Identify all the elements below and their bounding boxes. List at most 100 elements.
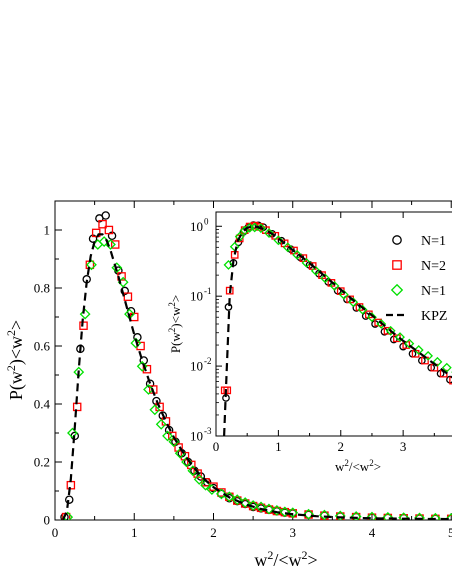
main-series-2-point-28 <box>247 500 259 511</box>
inset-series-1-point-1 <box>223 386 232 395</box>
main-series <box>60 211 452 520</box>
inset-x-tick-label-2: 2 <box>338 439 345 454</box>
inset-series-3-line <box>223 225 452 436</box>
main-series-1-point-2 <box>72 402 82 412</box>
main-series-1-point-10 <box>123 292 133 301</box>
main-series-2-point-36 <box>334 510 346 520</box>
inset-y-axis-label-text: P(w2)<w2> <box>167 295 183 353</box>
inset-series-2-point-10 <box>292 249 303 260</box>
main-series-2-point-31 <box>271 505 283 516</box>
main-series-2-point-43 <box>445 513 452 520</box>
main-series-2-point-16 <box>162 430 173 442</box>
main-series-2-point-3 <box>79 308 91 320</box>
main-y-tick-label-0: 0 <box>44 513 51 528</box>
inset-series-2-point-20 <box>385 325 396 336</box>
inset-x-axis-label: w2/<w2> <box>335 458 381 474</box>
main-series-0-point-1 <box>65 495 74 504</box>
inset-x-axis-label-text: w2/<w2> <box>335 458 381 474</box>
main-y-tick-label-4: 0.8 <box>34 281 50 296</box>
main-y-tick-label-1: 0.2 <box>34 455 50 470</box>
inset-series-2-point-9 <box>282 242 293 253</box>
inset-series-2-point-17 <box>357 304 368 315</box>
main-y-axis-label-text: P(w2)<w2> <box>4 320 27 400</box>
inset-x-tick-label-0: 0 <box>213 439 220 454</box>
main-series-2-point-32 <box>279 506 291 518</box>
inset-series-2-point-25 <box>432 356 443 367</box>
main-series-2-point-30 <box>263 503 275 515</box>
main-series-2-point-22 <box>200 479 211 491</box>
main-x-axis-label: w2/<w2> <box>254 548 317 570</box>
main-series-1-point-8 <box>110 240 120 249</box>
main-series-2-point-13 <box>143 384 154 395</box>
inset-y-tick-exponent-3: 0 <box>204 216 209 226</box>
main-series-2-point-12 <box>136 360 148 372</box>
main-x-tick-label-5: 5 <box>448 525 452 540</box>
legend-swatch-1 <box>392 260 402 270</box>
legend-label-2: N=1 <box>421 284 446 299</box>
main-series-2-point-24 <box>215 488 227 500</box>
main-series-2-point-27 <box>239 497 251 509</box>
main-plot-frame <box>54 200 452 521</box>
main-series-2-point-33 <box>287 507 299 519</box>
inset-x-tick-label-3: 3 <box>400 439 407 454</box>
main-series-2-point-34 <box>303 508 315 520</box>
main-series-2-point-14 <box>149 404 161 416</box>
inset-series-2-point-16 <box>348 297 359 308</box>
main-x-axis-label-text: w2/<w2> <box>254 548 317 570</box>
inset-y-tick-label-3: 10 <box>190 219 203 234</box>
inset-x-tick-label-1: 1 <box>275 439 282 454</box>
inset-series-2-point-8 <box>273 235 284 246</box>
inset-series-2-point-23 <box>413 345 424 355</box>
main-y-tick-label-5: 1 <box>44 223 51 238</box>
main-y-tick-label-3: 0.6 <box>34 339 51 354</box>
main-series-2-point-39 <box>382 511 394 520</box>
main-series-3-line <box>61 233 452 520</box>
inset-y-tick-label-1: 10 <box>190 359 203 374</box>
main-series-1-point-7 <box>104 225 114 235</box>
inset-background <box>216 212 452 436</box>
inset-series-2-point-21 <box>395 332 405 342</box>
main-series-2-point-42 <box>429 512 441 520</box>
legend-label-1: N=2 <box>421 259 446 274</box>
inset-series-2-point-12 <box>310 265 321 276</box>
legend-swatch-2 <box>390 283 404 297</box>
inset-y-axis-label: P(w2)<w2> <box>167 295 183 353</box>
inset-y-tick-exponent-1: -2 <box>204 356 212 366</box>
main-series-2-point-38 <box>366 511 378 520</box>
main-ticks: 0 1 2 3 4 5 0 0.2 0.4 0.6 0.8 1 <box>34 201 452 540</box>
main-x-tick-label-1: 1 <box>131 525 138 540</box>
main-y-tick-label-2: 0.4 <box>34 397 51 412</box>
main-x-tick-label-3: 3 <box>289 525 296 540</box>
legend-label-3: KPZ <box>421 309 447 324</box>
main-y-axis-label: P(w2)<w2> <box>4 320 27 400</box>
inset-series-2-point-11 <box>301 257 312 268</box>
inset-y-tick-exponent-2: -1 <box>204 286 212 296</box>
main-series-2-point-4 <box>86 259 97 271</box>
inset-y-tick-label-2: 10 <box>190 289 203 304</box>
main-series-2-point-40 <box>398 512 410 520</box>
main-series-2-point-15 <box>155 418 167 430</box>
inset-series <box>220 221 452 436</box>
inset-series-2-point-22 <box>404 338 415 349</box>
legend-label-0: N=1 <box>421 234 446 249</box>
inset-series-2-point-14 <box>329 281 340 291</box>
inset-series-2-point-19 <box>376 319 387 329</box>
inset-legend: N=1 N=2 N=1 KPZ <box>386 234 447 324</box>
main-series-2-point-21 <box>193 473 205 485</box>
main-series-1-point-6 <box>98 219 107 229</box>
main-series-0-point-7 <box>101 211 110 220</box>
inset-y-tick-label-0: 10 <box>190 429 203 444</box>
legend-swatch-0 <box>392 235 402 245</box>
main-series-2-point-8 <box>111 262 123 274</box>
main-series-2-point-29 <box>255 501 267 513</box>
inset-series-2-point-26 <box>441 362 452 373</box>
main-x-tick-label-2: 2 <box>210 525 217 540</box>
main-x-tick-label-0: 0 <box>52 525 59 540</box>
inset-series-1-point-29 <box>449 376 452 385</box>
main-series-2-point-35 <box>319 509 330 520</box>
inset-series-2-point-0 <box>223 259 234 270</box>
inset-series-2-point-15 <box>338 289 349 300</box>
main-series-2-point-1 <box>67 427 78 439</box>
